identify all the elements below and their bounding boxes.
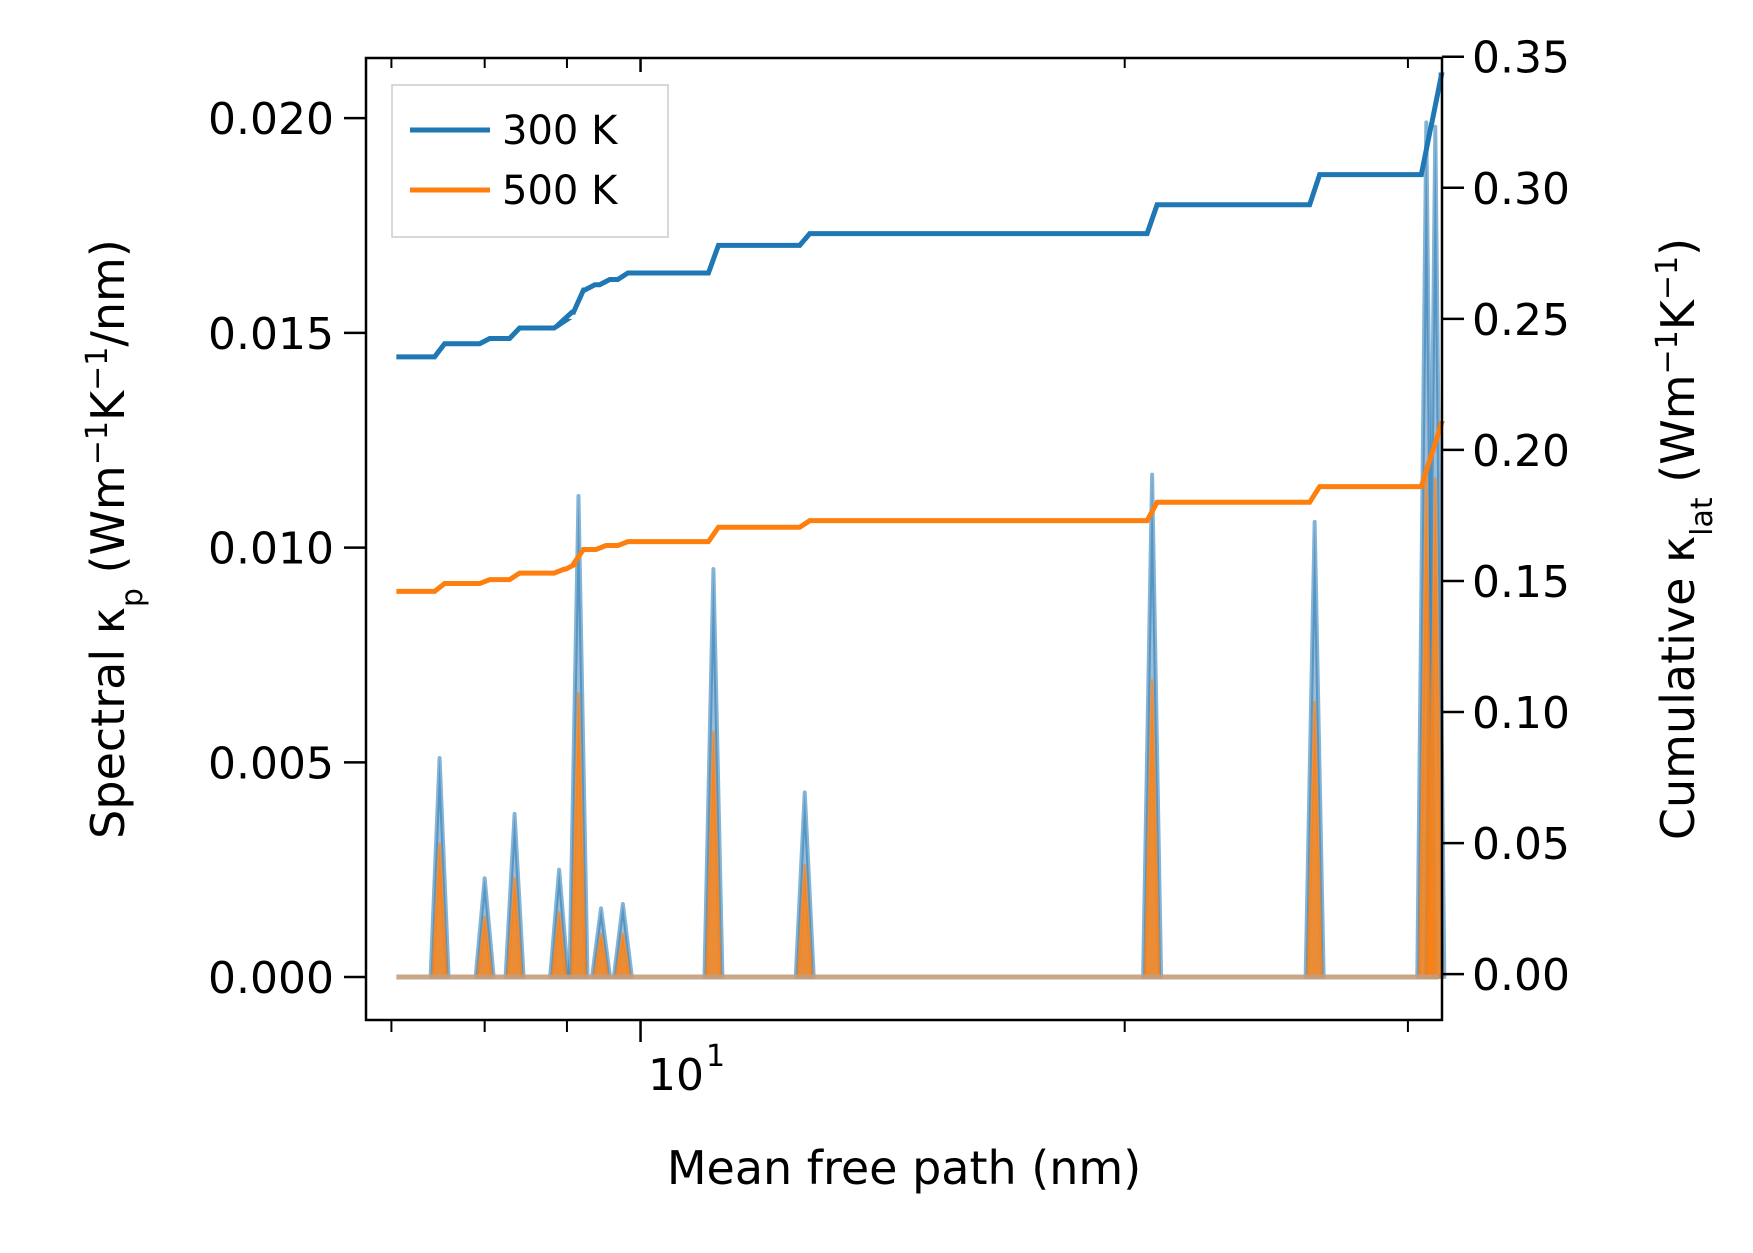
y-tick-label-left: 0.005 — [208, 738, 334, 789]
y-axis-label-right: Cumulative κlat (Wm−1K−1) — [1650, 238, 1720, 840]
y-tick-label-left: 0.000 — [208, 953, 334, 1004]
y-tick-label-right: 0.35 — [1472, 33, 1570, 84]
cumulative-line-300K — [396, 72, 1445, 360]
y-tick-label-left: 0.020 — [208, 94, 334, 145]
legend-label-500K: 500 K — [502, 168, 619, 214]
y-tick-label-right: 0.00 — [1472, 950, 1570, 1001]
x-axis-label: Mean free path (nm) — [667, 1141, 1141, 1195]
y-tick-label-right: 0.10 — [1472, 688, 1570, 739]
y-tick-label-left: 0.010 — [208, 524, 334, 575]
y-tick-label-right: 0.20 — [1472, 426, 1570, 477]
spectral-spikes — [396, 120, 1447, 980]
plot-frame — [364, 56, 1444, 1022]
cumulative-line-500K — [396, 421, 1445, 594]
y-tick-label-right: 0.05 — [1472, 819, 1570, 870]
legend-frame — [391, 84, 669, 238]
y-tick-label-right: 0.15 — [1472, 557, 1570, 608]
legend: 300 K 500 K — [391, 84, 669, 238]
y-tick-label-left: 0.015 — [208, 309, 334, 360]
legend-label-300K: 300 K — [502, 108, 619, 154]
x-tick-label-exponent: 1 — [706, 1039, 725, 1074]
y-tick-label-right: 0.25 — [1472, 295, 1570, 346]
y-tick-label-right: 0.30 — [1472, 164, 1570, 215]
cumulative-lines — [396, 72, 1445, 594]
x-tick-label-base: 10 — [648, 1050, 704, 1101]
x-tick-label-major: 10 1 — [648, 1039, 725, 1101]
y-axis-label-left: Spectral κp (Wm−1K−1/nm) — [80, 239, 150, 839]
axis-ticks: 0.000 0.005 0.010 0.015 0.020 0.00 0.05 0.10 0.1… — [208, 33, 1570, 1042]
